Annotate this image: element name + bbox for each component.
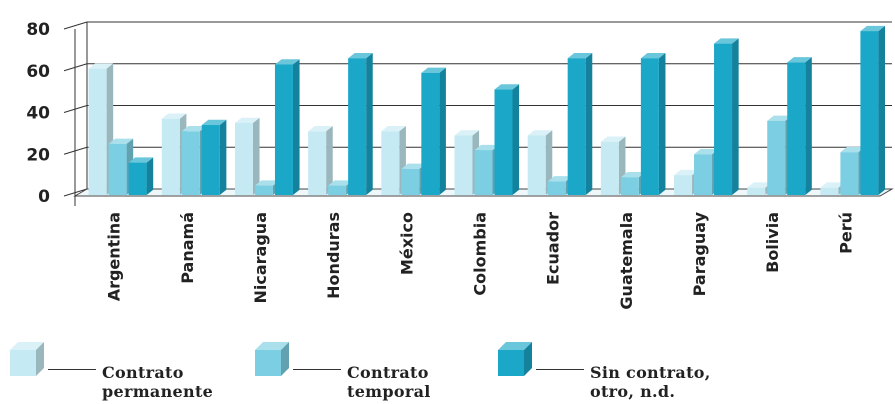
legend-item: Sin contrato, otro, n.d. <box>498 340 738 404</box>
bar <box>714 38 739 195</box>
bar <box>567 52 593 195</box>
y-tick-label: 80 <box>26 20 50 40</box>
bar <box>128 157 154 195</box>
x-tick-label: Colombia <box>471 212 490 296</box>
y-tick-label: 40 <box>26 104 50 124</box>
legend-swatch <box>255 342 289 376</box>
x-tick-label: Paraguay <box>690 211 709 296</box>
bar <box>860 25 886 196</box>
y-tick-label: 0 <box>38 187 50 207</box>
gridline-stub <box>63 21 88 30</box>
x-tick-label: Honduras <box>324 212 343 299</box>
bar <box>201 119 227 195</box>
x-tick-label: México <box>397 212 416 275</box>
bar <box>527 130 553 195</box>
x-tick-label: Argentina <box>105 212 124 301</box>
bar <box>348 52 373 195</box>
y-tick-label: 20 <box>26 145 50 165</box>
legend-swatch <box>10 342 44 376</box>
y-tick-label: 60 <box>26 62 50 82</box>
legend-item: Contrato permanente <box>10 340 250 404</box>
legend-label: Contrato temporal <box>347 363 431 401</box>
bar <box>787 57 812 196</box>
bar <box>274 59 300 195</box>
legend-rule <box>48 369 96 370</box>
legend-label: Contrato permanente <box>102 363 214 401</box>
y-axis: 0 20 40 60 80 <box>26 20 76 207</box>
bar <box>494 84 520 195</box>
bar <box>88 63 114 195</box>
x-axis: Argentina Panamá Nicaragua Honduras México Co… <box>105 211 856 309</box>
legend-swatch <box>498 342 532 376</box>
x-tick-label: Bolivia <box>763 212 782 273</box>
x-tick-label: Panamá <box>178 212 197 284</box>
legend-label: Sin contrato, otro, n.d. <box>590 363 711 401</box>
x-tick-label: Guatemala <box>617 212 636 310</box>
legend-rule <box>293 369 341 370</box>
legend-rule <box>536 369 584 370</box>
x-tick-label: Perú <box>836 212 855 254</box>
bar <box>308 126 333 195</box>
bar <box>234 117 260 195</box>
legend-item: Contrato temporal <box>255 340 495 404</box>
x-tick-label: Ecuador <box>544 212 563 285</box>
chart-bars <box>88 25 886 196</box>
x-tick-label: Nicaragua <box>251 212 270 303</box>
bar-chart: 0 20 40 60 80 Argentina Panamá Nicaragua Hondur… <box>26 20 894 310</box>
bar <box>421 67 446 195</box>
bar <box>640 52 666 195</box>
